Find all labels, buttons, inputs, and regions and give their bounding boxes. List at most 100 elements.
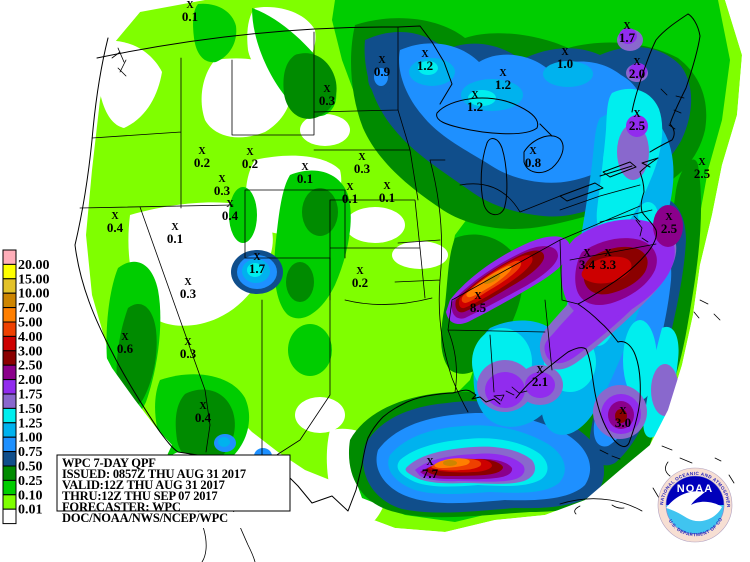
legend-value-label: 20.00 <box>18 258 50 273</box>
legend-colorbar: 20.0015.0010.007.005.004.003.002.502.001… <box>2 249 50 525</box>
max-marker-x: X <box>184 337 192 348</box>
legend-swatch <box>2 407 17 424</box>
legend-value-label: 3.00 <box>18 344 43 359</box>
map-value-label: 0.1 <box>182 9 198 24</box>
legend-swatch <box>2 479 17 496</box>
precip-fill-layers <box>86 0 742 532</box>
max-marker-x: X <box>378 55 386 66</box>
map-value-label: 0.4 <box>107 220 124 235</box>
max-marker-x: X <box>474 291 482 302</box>
map-value-label: 2.5 <box>629 118 646 133</box>
legend-swatch <box>2 263 17 280</box>
legend-value-label: 2.00 <box>18 373 43 388</box>
legend-value-label: 1.75 <box>18 388 43 403</box>
legend-swatch <box>2 249 17 265</box>
max-marker-x: X <box>246 147 254 158</box>
map-value-label: 0.3 <box>214 183 231 198</box>
max-marker-x: X <box>198 146 206 157</box>
legend-value-label: 0.75 <box>18 445 43 460</box>
max-marker-x: X <box>253 252 261 263</box>
max-marker-x: X <box>665 212 673 223</box>
legend-value-label: 5.00 <box>18 316 43 331</box>
legend-value-label: 1.00 <box>18 431 43 446</box>
max-marker-x: X <box>199 401 207 412</box>
max-marker-x: X <box>218 174 226 185</box>
max-marker-x: X <box>471 90 479 101</box>
legend-swatch <box>2 335 17 352</box>
legend-value-label: 1.50 <box>18 402 43 417</box>
max-marker-x: X <box>226 199 234 210</box>
map-value-label: 0.2 <box>194 155 210 170</box>
map-value-label: 2.5 <box>694 166 711 181</box>
max-marker-x: X <box>583 248 591 259</box>
map-value-label: 0.8 <box>525 155 542 170</box>
map-value-label: 8.5 <box>470 300 487 315</box>
map-value-label: 0.2 <box>352 275 368 290</box>
info-box-line: THRU:12Z THU SEP 07 2017 <box>62 489 217 503</box>
map-value-label: 0.3 <box>180 346 197 361</box>
max-marker-x: X <box>698 157 706 168</box>
max-marker-x: X <box>121 332 129 343</box>
max-marker-x: X <box>171 222 179 233</box>
legend-swatch <box>2 494 17 510</box>
map-value-label: 7.7 <box>422 466 439 481</box>
noaa-logo-bird-icon <box>666 491 722 522</box>
max-marker-x: X <box>529 146 537 157</box>
info-box-line: WPC 7-DAY QPF <box>62 456 156 470</box>
legend-value-label: 10.00 <box>18 287 50 302</box>
info-box-line: VALID:12Z THU AUG 31 2017 <box>62 478 225 492</box>
legend-value-label: 4.00 <box>18 330 43 345</box>
legend-swatch <box>2 364 17 381</box>
legend-value-label: 0.25 <box>18 474 43 489</box>
legend-value-label: 7.00 <box>18 301 43 316</box>
map-value-label: 0.1 <box>167 231 183 246</box>
info-box-line: FORECASTER: WPC <box>62 500 181 514</box>
map-value-label: 1.2 <box>495 77 511 92</box>
info-box-extension <box>57 512 290 528</box>
legend-swatch <box>2 278 17 294</box>
legend-value-label: 1.25 <box>18 416 43 431</box>
max-marker-x: X <box>421 49 429 60</box>
legend-swatch <box>2 422 17 438</box>
map-value-label: 1.2 <box>467 99 483 114</box>
info-box-line: ISSUED: 0857Z THU AUG 31 2017 <box>62 467 246 481</box>
max-marker-x: X <box>604 248 612 259</box>
legend-swatch <box>2 451 17 467</box>
map-value-label: 1.0 <box>557 56 573 71</box>
max-marker-x: X <box>383 181 391 192</box>
legend-swatch-below-scale <box>2 508 17 525</box>
legend-swatch <box>2 436 17 453</box>
max-marker-x: X <box>301 162 309 173</box>
max-marker-x: X <box>499 68 507 79</box>
max-marker-x: X <box>356 266 364 277</box>
legend-swatch <box>2 307 17 323</box>
info-box-line: DOC/NOAA/NWS/NCEP/WPC <box>62 511 228 525</box>
max-marker-x: X <box>358 152 366 163</box>
max-marker-x: X <box>623 21 631 32</box>
map-value-label: 3.0 <box>615 415 631 430</box>
legend-value-label: 0.01 <box>18 503 43 518</box>
max-marker-x: X <box>426 457 434 468</box>
map-value-label: 2.0 <box>629 66 645 81</box>
state-borders <box>74 13 701 562</box>
map-value-label: 2.5 <box>661 221 678 236</box>
legend-swatch <box>2 292 17 309</box>
max-marker-x: X <box>346 182 354 193</box>
map-value-label: 0.3 <box>180 286 197 301</box>
legend-swatch <box>2 321 17 337</box>
point-labels: X0.1X0.3X0.9X1.2X1.2X1.2X1.0X1.7X2.0X2.5… <box>107 0 711 481</box>
max-marker-x: X <box>619 406 627 417</box>
legend-value-label: 0.50 <box>18 460 43 475</box>
legend-swatch <box>2 350 17 366</box>
map-value-label: 0.6 <box>117 341 134 356</box>
max-marker-x: X <box>633 57 641 68</box>
legend-swatch <box>2 393 17 409</box>
legend-value-label: 15.00 <box>18 272 50 287</box>
map-value-label: 0.3 <box>354 161 371 176</box>
info-box-frame <box>56 454 291 512</box>
max-marker-x: X <box>323 84 331 95</box>
map-value-label: 0.3 <box>319 93 336 108</box>
legend-swatch <box>2 465 17 481</box>
max-marker-x: X <box>561 47 569 58</box>
